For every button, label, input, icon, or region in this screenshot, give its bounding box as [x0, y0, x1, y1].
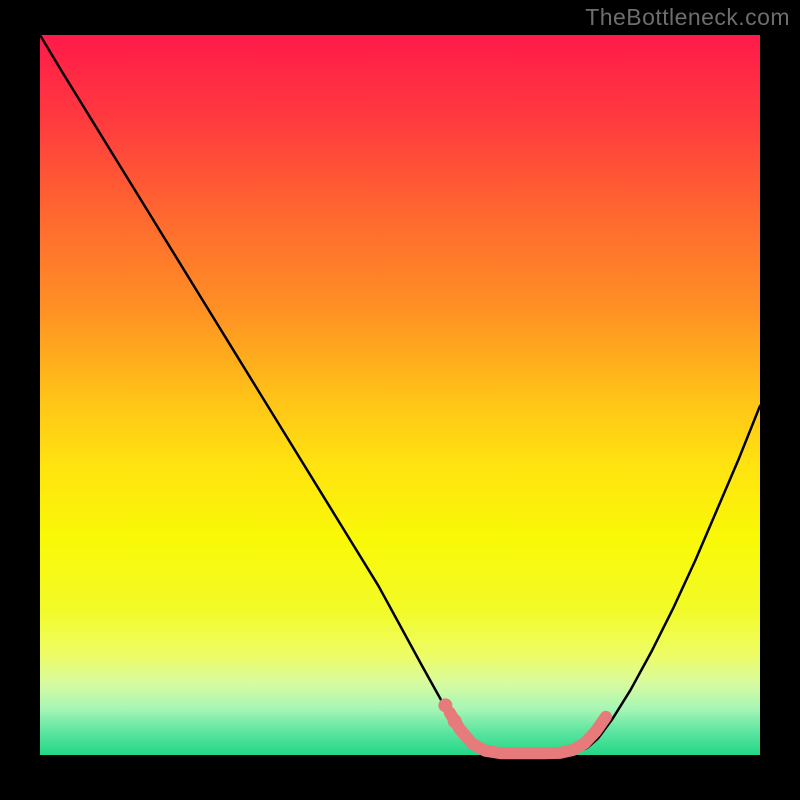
- plot-background: [40, 35, 760, 755]
- watermark-text: TheBottleneck.com: [585, 4, 790, 31]
- highlight-dot-1: [448, 714, 462, 728]
- highlight-dot-0: [438, 698, 452, 712]
- chart-stage: TheBottleneck.com: [0, 0, 800, 800]
- bottleneck-chart-svg: [0, 0, 800, 800]
